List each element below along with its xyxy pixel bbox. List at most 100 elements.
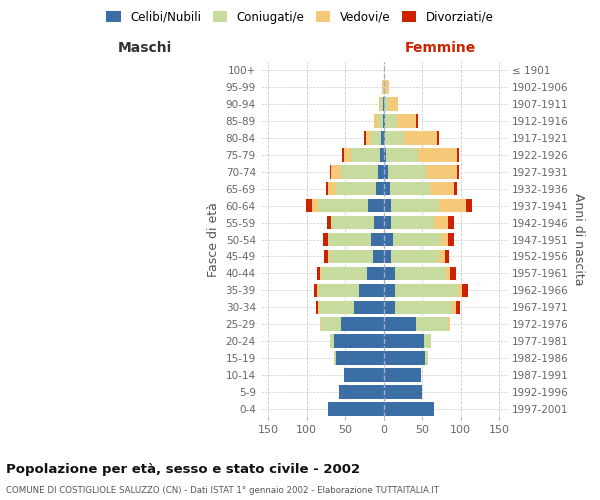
Bar: [350, 148, 380, 162]
Bar: [355, 300, 383, 314]
Bar: [383, 199, 391, 212]
Bar: [320, 318, 322, 331]
Y-axis label: Fasce di età: Fasce di età: [207, 202, 220, 277]
Bar: [379, 98, 382, 111]
Bar: [383, 165, 388, 178]
Bar: [462, 284, 468, 297]
Bar: [391, 250, 439, 263]
Bar: [439, 199, 466, 212]
Bar: [448, 216, 454, 230]
Bar: [314, 284, 317, 297]
Bar: [382, 131, 383, 144]
Bar: [395, 300, 452, 314]
Bar: [373, 250, 383, 263]
Bar: [385, 114, 397, 128]
Bar: [391, 199, 439, 212]
Bar: [457, 148, 459, 162]
Bar: [391, 216, 434, 230]
Bar: [430, 182, 454, 196]
Bar: [416, 318, 448, 331]
Bar: [341, 318, 383, 331]
Bar: [367, 266, 383, 280]
Text: Maschi: Maschi: [118, 40, 172, 54]
Bar: [320, 266, 367, 280]
Text: Popolazione per età, sesso e stato civile - 2002: Popolazione per età, sesso e stato civil…: [6, 462, 360, 475]
Bar: [383, 352, 425, 365]
Bar: [390, 182, 430, 196]
Bar: [383, 233, 393, 246]
Bar: [322, 318, 341, 331]
Bar: [437, 131, 439, 144]
Bar: [383, 334, 424, 348]
Bar: [330, 165, 331, 178]
Bar: [336, 352, 383, 365]
Bar: [319, 300, 355, 314]
Bar: [334, 334, 383, 348]
Bar: [458, 284, 462, 297]
Bar: [386, 148, 418, 162]
Bar: [426, 165, 457, 178]
Bar: [383, 148, 386, 162]
Bar: [383, 80, 385, 94]
Bar: [330, 334, 334, 348]
Bar: [466, 199, 472, 212]
Bar: [376, 182, 383, 196]
Bar: [385, 98, 388, 111]
Bar: [326, 182, 328, 196]
Bar: [416, 114, 418, 128]
Bar: [383, 182, 390, 196]
Bar: [395, 266, 446, 280]
Bar: [383, 284, 395, 297]
Bar: [418, 148, 457, 162]
Bar: [334, 352, 336, 365]
Bar: [388, 98, 398, 111]
Bar: [374, 114, 379, 128]
Y-axis label: Anni di nascita: Anni di nascita: [572, 194, 585, 286]
Bar: [364, 131, 366, 144]
Bar: [317, 284, 359, 297]
Bar: [329, 250, 373, 263]
Bar: [328, 250, 329, 263]
Text: COMUNE DI COSTIGLIOLE SALUZZO (CN) - Dati ISTAT 1° gennaio 2002 - Elaborazione T: COMUNE DI COSTIGLIOLE SALUZZO (CN) - Dat…: [6, 486, 439, 495]
Bar: [383, 368, 421, 382]
Bar: [393, 233, 440, 246]
Bar: [377, 165, 383, 178]
Bar: [374, 216, 383, 230]
Bar: [397, 114, 416, 128]
Bar: [439, 250, 445, 263]
Bar: [331, 165, 341, 178]
Bar: [325, 250, 328, 263]
Bar: [385, 80, 389, 94]
Bar: [339, 385, 383, 398]
Bar: [344, 148, 350, 162]
Bar: [371, 131, 382, 144]
Bar: [368, 199, 383, 212]
Bar: [445, 250, 449, 263]
Bar: [448, 318, 450, 331]
Bar: [383, 266, 395, 280]
Bar: [316, 300, 319, 314]
Bar: [344, 368, 383, 382]
Bar: [383, 114, 385, 128]
Bar: [440, 233, 448, 246]
Bar: [383, 385, 422, 398]
Bar: [328, 182, 336, 196]
Bar: [306, 199, 312, 212]
Bar: [382, 80, 383, 94]
Bar: [359, 284, 383, 297]
Bar: [388, 165, 426, 178]
Bar: [383, 250, 391, 263]
Text: Femmine: Femmine: [404, 40, 476, 54]
Bar: [342, 148, 344, 162]
Bar: [456, 300, 460, 314]
Bar: [341, 165, 377, 178]
Bar: [317, 266, 320, 280]
Bar: [382, 98, 383, 111]
Bar: [331, 216, 374, 230]
Bar: [328, 402, 383, 415]
Bar: [371, 233, 383, 246]
Bar: [383, 318, 416, 331]
Bar: [319, 199, 368, 212]
Bar: [336, 182, 376, 196]
Bar: [434, 216, 448, 230]
